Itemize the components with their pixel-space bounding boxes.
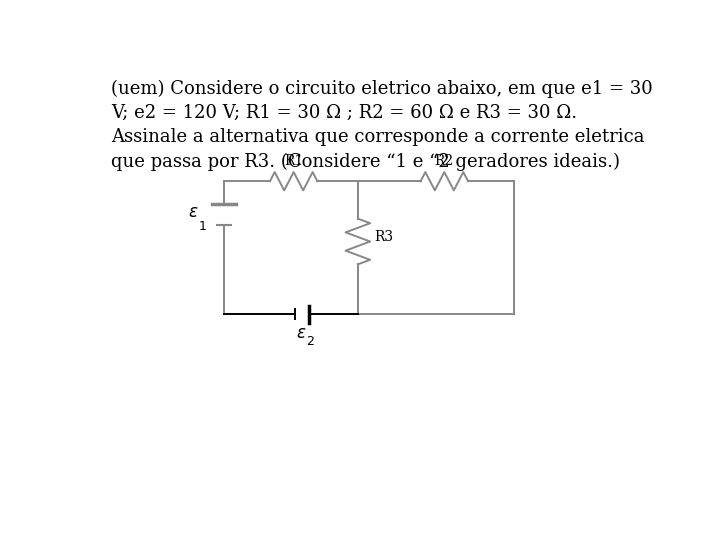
Text: R2: R2	[435, 154, 454, 168]
Text: 2: 2	[306, 335, 314, 348]
Text: $\varepsilon$: $\varepsilon$	[296, 324, 306, 342]
Text: R3: R3	[374, 231, 394, 245]
Text: $\varepsilon$: $\varepsilon$	[188, 204, 199, 221]
Text: R1: R1	[284, 154, 303, 168]
Text: 1: 1	[199, 220, 207, 233]
Text: (uem) Considere o circuito eletrico abaixo, em que e1 = 30
V; e2 = 120 V; R1 = 3: (uem) Considere o circuito eletrico abai…	[111, 79, 653, 171]
